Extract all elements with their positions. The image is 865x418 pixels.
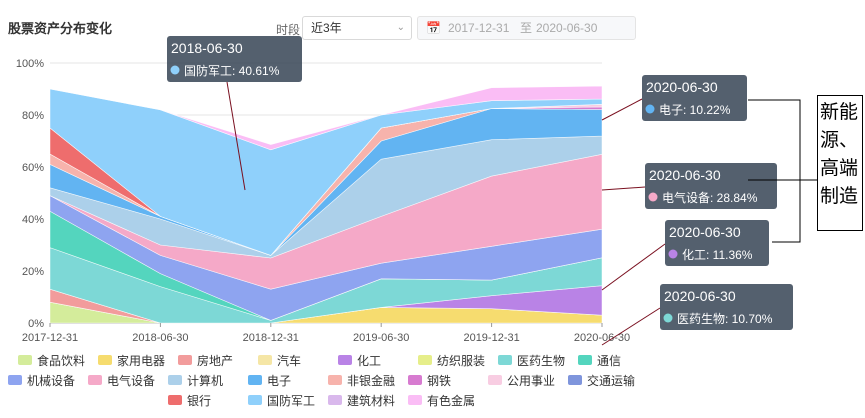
tooltip-label: 化工: 11.36% (682, 248, 753, 262)
legend-item: 非银金融 (347, 373, 395, 388)
tooltip-date: 2018-06-30 (171, 40, 243, 56)
chevron-down-icon: ⌄ (396, 22, 405, 33)
tooltip-box (665, 220, 769, 266)
legend-swatch (408, 395, 422, 405)
x-tick-label: 2018-06-30 (132, 332, 188, 344)
tooltip-dot (648, 192, 658, 202)
annotation-bracket (748, 99, 817, 243)
y-tick-label: 100% (16, 58, 44, 70)
legend-item: 医药生物 (517, 354, 565, 368)
legend-item: 电气设备 (107, 373, 155, 388)
legend-swatch (18, 355, 32, 365)
y-tick-label: 20% (22, 266, 44, 278)
y-tick-label: 60% (22, 162, 44, 174)
legend-item: 机械设备 (27, 373, 75, 388)
legend-swatch (568, 375, 582, 385)
legend-swatch (408, 375, 422, 385)
tooltip-label: 电子: 10.22% (659, 103, 731, 117)
date-range-start: 2017-12-31 (448, 21, 510, 35)
legend-swatch (488, 375, 502, 385)
date-range-separator: 至 (520, 21, 533, 35)
legend-swatch (98, 355, 112, 365)
legend-swatch (578, 355, 592, 365)
tooltip-box (167, 36, 302, 82)
legend-item: 交通运输 (587, 373, 635, 388)
x-tick-label: 2018-12-31 (243, 332, 299, 344)
legend-swatch (328, 375, 342, 385)
tooltip-box (645, 163, 777, 209)
tooltip-pointer (226, 81, 246, 191)
tooltip-pointer (601, 243, 666, 291)
x-tick-label: 2019-06-30 (353, 332, 409, 344)
legend-swatch (168, 375, 182, 385)
x-tick-label: 2019-12-31 (463, 332, 519, 344)
legend-item: 钢铁 (427, 374, 451, 388)
annotation-note: 新能源、高端制造 (817, 95, 863, 231)
tooltip-label: 国防军工: 40.61% (184, 63, 280, 78)
legend-item: 化工 (357, 354, 381, 368)
legend-swatch (418, 355, 432, 365)
legend-swatch (248, 395, 262, 405)
period-label: 时段 (276, 23, 301, 37)
x-tick-label: 2017-12-31 (22, 332, 78, 344)
tooltip-date: 2020-06-30 (669, 224, 741, 240)
legend-item: 纺织服装 (437, 354, 485, 368)
y-tick-label: 40% (22, 214, 44, 226)
legend-item: 电子 (267, 374, 291, 388)
legend-item: 食品饮料 (37, 353, 85, 368)
legend-item: 计算机 (187, 373, 223, 388)
legend-item: 公用事业 (507, 374, 555, 388)
legend-swatch (328, 395, 342, 405)
legend-swatch (8, 375, 22, 385)
x-tick-label: 2020-06-30 (574, 332, 630, 344)
legend-swatch (498, 355, 512, 365)
legend-swatch (258, 355, 272, 365)
tooltip-dot (668, 249, 678, 259)
period-select[interactable]: 近3年 ⌄ (302, 16, 412, 40)
legend-swatch (248, 375, 262, 385)
legend-item: 国防军工 (267, 393, 315, 408)
tooltip-pointer (601, 98, 643, 121)
tooltip-box (642, 75, 747, 121)
date-range-end: 2020-06-30 (536, 21, 598, 35)
legend-item: 银行 (187, 394, 211, 408)
calendar-icon: 📅 (426, 21, 441, 35)
date-range-picker[interactable]: 📅 2017-12-31 至 2020-06-30 (417, 16, 636, 40)
legend-swatch (178, 355, 192, 365)
tooltip-pointer (601, 186, 646, 191)
legend-item: 家用电器 (117, 353, 165, 368)
tooltip-dot (663, 313, 673, 323)
tooltip-box (660, 284, 793, 330)
area-20 (49, 85, 603, 151)
tooltip-date: 2020-06-30 (664, 288, 736, 304)
tooltip-dot (170, 65, 180, 75)
tooltip-label: 电气设备: 28.84% (662, 190, 758, 205)
period-select-value: 近3年 (311, 21, 342, 35)
tooltip-date: 2020-06-30 (646, 79, 718, 95)
legend-swatch (338, 355, 352, 365)
y-tick-label: 0% (28, 318, 44, 330)
chart-title: 股票资产分布变化 (8, 21, 113, 36)
tooltip-label: 医药生物: 10.70% (677, 312, 773, 326)
legend-item: 建筑材料 (347, 393, 395, 408)
legend-item: 通信 (597, 354, 621, 368)
legend-swatch (168, 395, 182, 405)
legend-item: 汽车 (277, 353, 301, 368)
y-tick-label: 80% (22, 110, 44, 122)
legend-swatch (88, 375, 102, 385)
tooltip-dot (645, 104, 655, 114)
legend-item: 房地产 (197, 353, 233, 368)
tooltip-pointer (601, 307, 661, 346)
tooltip-date: 2020-06-30 (649, 167, 721, 183)
legend-item: 有色金属 (427, 393, 475, 408)
